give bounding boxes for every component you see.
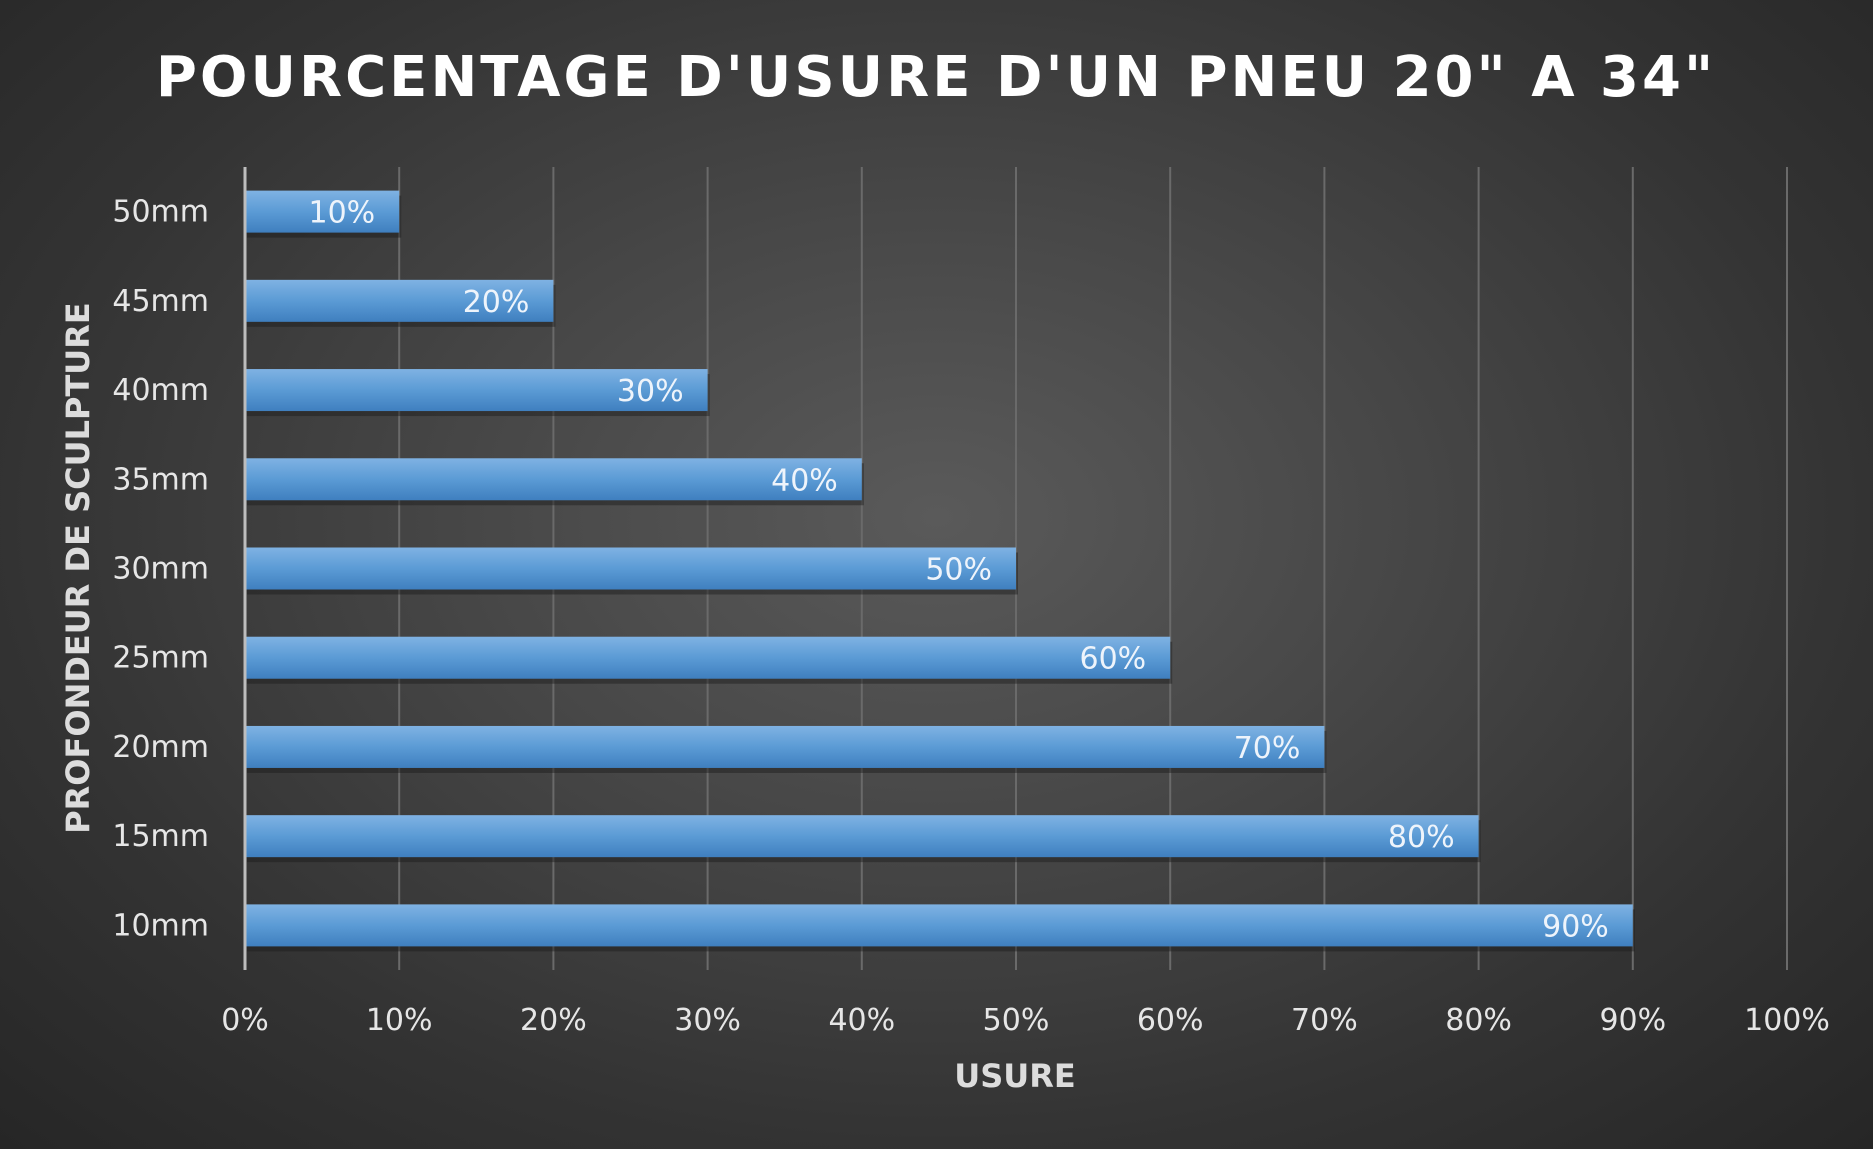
- data-label: 40%: [771, 463, 838, 498]
- data-label: 90%: [1542, 909, 1609, 944]
- data-labels: 10% 20% 30% 40% 50% 60% 70% 80% 90%: [309, 196, 1609, 945]
- x-tick-label: 50%: [983, 1003, 1050, 1038]
- x-tick-label: 90%: [1599, 1003, 1666, 1038]
- bar: [245, 458, 862, 501]
- x-tick-label: 70%: [1291, 1003, 1358, 1038]
- y-tick-label: 50mm: [112, 195, 209, 230]
- y-tick-label: 20mm: [112, 730, 209, 765]
- bar: [245, 547, 1016, 590]
- data-label: 80%: [1388, 820, 1455, 855]
- y-tick-label: 35mm: [112, 462, 209, 497]
- x-tick-label: 60%: [1137, 1003, 1204, 1038]
- data-label: 70%: [1234, 731, 1301, 766]
- x-tick-label: 40%: [828, 1003, 895, 1038]
- y-tick-label: 30mm: [112, 552, 209, 587]
- y-tick-label: 25mm: [112, 641, 209, 676]
- x-axis-ticks: 0% 10% 20% 30% 40% 50% 60% 70% 80% 90% 100%: [221, 1003, 1830, 1038]
- y-tick-label: 40mm: [112, 373, 209, 408]
- bar: [245, 636, 1171, 679]
- y-tick-label: 15mm: [112, 819, 209, 854]
- y-axis-ticks: 50mm 45mm 40mm 35mm 30mm 25mm 20mm 15mm 10mm: [112, 195, 209, 944]
- chart-title: POURCENTAGE D'USURE D'UN PNEU 20" A 34": [156, 45, 1716, 110]
- x-tick-label: 10%: [366, 1003, 433, 1038]
- x-axis-title: USURE: [954, 1057, 1076, 1095]
- x-tick-label: 80%: [1445, 1003, 1512, 1038]
- bar: [245, 815, 1479, 858]
- y-tick-label: 10mm: [112, 908, 209, 943]
- bar: [245, 190, 400, 233]
- data-label: 30%: [617, 374, 684, 409]
- x-tick-label: 20%: [520, 1003, 587, 1038]
- data-label: 60%: [1080, 642, 1147, 677]
- y-axis-title: PROFONDEUR DE SCULPTURE: [59, 302, 97, 834]
- bar: [245, 279, 554, 322]
- bar: [245, 904, 1633, 947]
- bar: [245, 725, 1325, 768]
- data-label: 20%: [463, 285, 530, 320]
- x-tick-label: 0%: [221, 1003, 269, 1038]
- x-tick-label: 100%: [1744, 1003, 1830, 1038]
- bars: [245, 190, 1635, 952]
- y-tick-label: 45mm: [112, 284, 209, 319]
- data-label: 10%: [309, 196, 376, 231]
- bar: [245, 369, 708, 412]
- data-label: 50%: [925, 553, 992, 588]
- x-tick-label: 30%: [674, 1003, 741, 1038]
